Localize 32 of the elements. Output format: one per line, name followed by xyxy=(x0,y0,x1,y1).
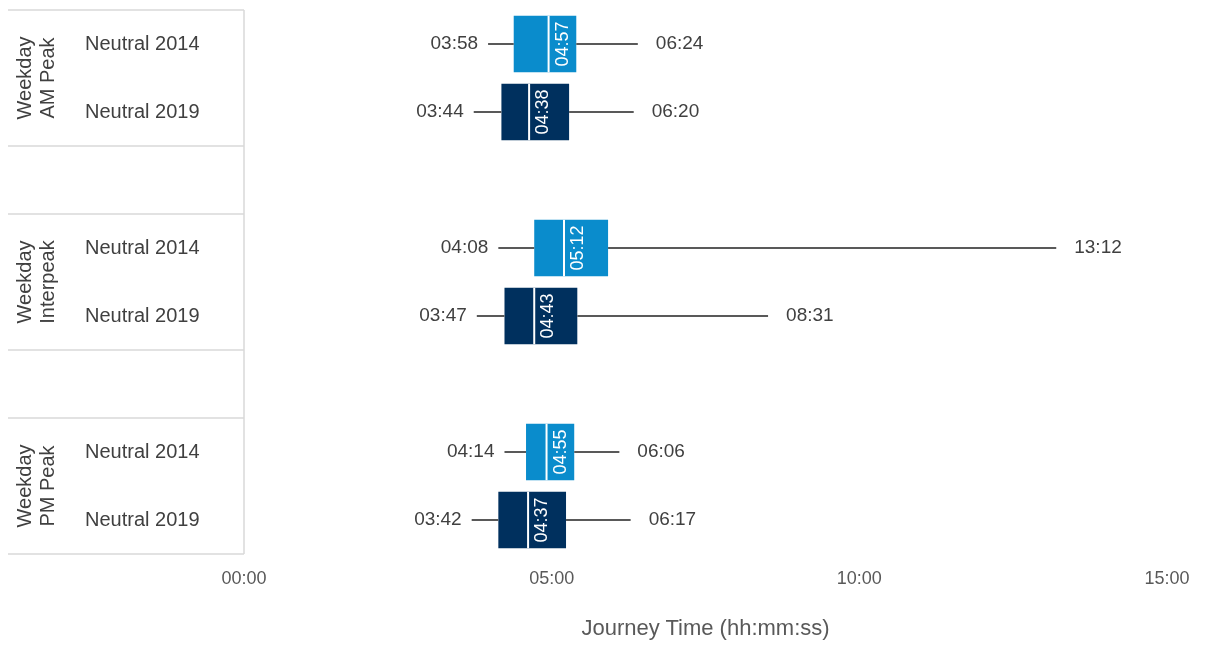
text: 04:55 xyxy=(549,429,570,475)
text: Weekday Interpeak xyxy=(12,239,58,324)
text: 13:12 xyxy=(1074,236,1122,258)
x-tick-label: 15:00 xyxy=(1144,567,1190,588)
text: 03:42 xyxy=(414,508,462,530)
x-axis-title: Journey Time (hh:mm:ss) xyxy=(581,614,830,640)
text: 04:38 xyxy=(532,89,553,135)
text: 04:08 xyxy=(440,236,489,258)
text: 04:14 xyxy=(446,440,495,462)
text: 04:57 xyxy=(551,21,572,67)
y-tick-label: Neutral 2019 xyxy=(85,99,200,122)
text: 03:58 xyxy=(430,32,479,54)
text: 04:37 xyxy=(531,497,552,543)
x-tick-label: 05:00 xyxy=(529,567,575,588)
text: 05:12 xyxy=(566,225,587,271)
y-tick-label: Neutral 2019 xyxy=(85,507,200,530)
x-tick-label: 00:00 xyxy=(221,567,267,588)
text: 03:44 xyxy=(416,100,464,122)
text: 06:24 xyxy=(655,32,704,54)
y-tick-label: Neutral 2019 xyxy=(85,303,200,326)
text: Weekday PM Peak xyxy=(12,444,58,528)
text: 04:43 xyxy=(537,293,558,339)
text: Weekday AM Peak xyxy=(12,36,58,120)
text: 06:06 xyxy=(637,440,685,462)
text: 06:20 xyxy=(651,100,700,122)
text: 08:31 xyxy=(786,304,834,326)
x-tick-label: 10:00 xyxy=(836,567,882,588)
y-tick-label: Neutral 2014 xyxy=(85,439,200,462)
text: 03:47 xyxy=(419,304,467,326)
y-tick-label: Neutral 2014 xyxy=(85,235,200,258)
y-tick-label: Neutral 2014 xyxy=(85,31,200,54)
text: 06:17 xyxy=(648,508,697,530)
